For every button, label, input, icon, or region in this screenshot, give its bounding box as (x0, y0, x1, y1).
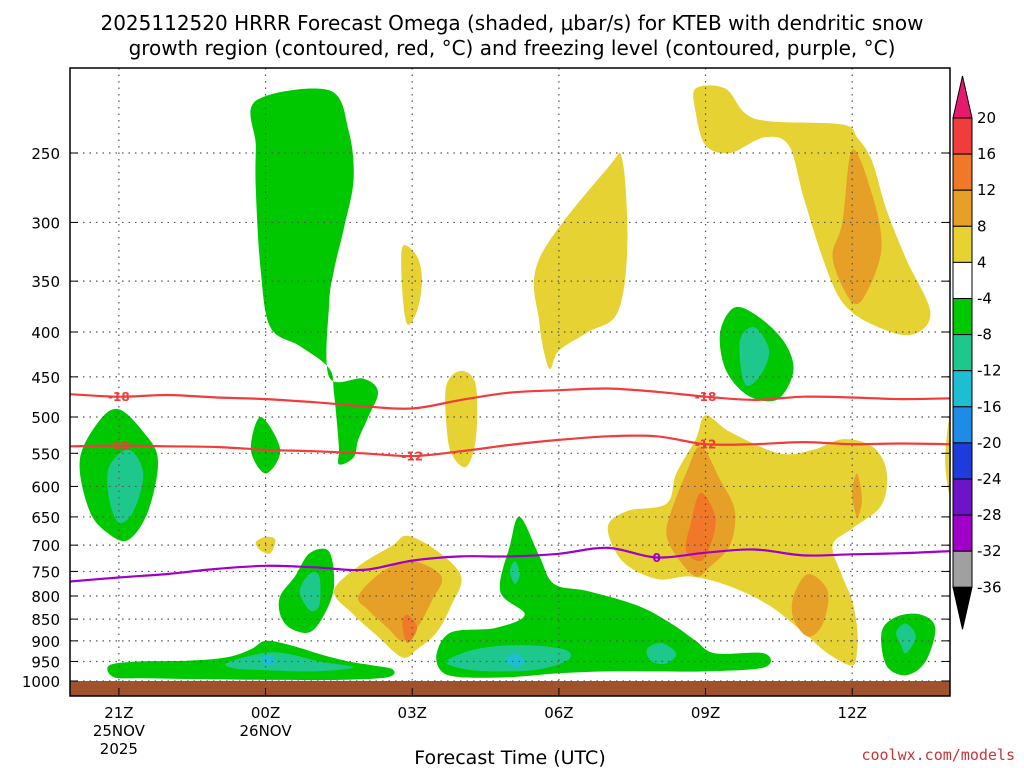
x-axis-label: Forecast Time (UTC) (414, 747, 605, 768)
colorbar-segment-11 (952, 478, 973, 516)
x-tick-label-12Z: 12Z (838, 704, 867, 722)
y-axis-ticks: 250 300 350 400 450 500 550 600 650 700 750 800 850 9… (22, 145, 950, 691)
colorbar-segment-9 (952, 406, 973, 444)
omega-region-12 (945, 416, 951, 494)
y-tick-label-550: 550 (31, 445, 60, 463)
omega-region-3 (445, 370, 478, 468)
colorbar-segment-7 (952, 334, 973, 372)
omega-region-20 (402, 614, 418, 644)
y-tick-label-950: 950 (31, 653, 60, 671)
ground-layer (70, 681, 950, 696)
omega-region-1 (401, 245, 422, 325)
colorbar-label-6: -8 (977, 326, 992, 344)
x-tick-label-09Z: 09Z (691, 704, 720, 722)
omega-region-17 (852, 473, 862, 517)
contour-dgz_minus12 (69, 434, 951, 458)
x-tick-date-21Z: 25NOV (93, 722, 146, 740)
colorbar-label-0: 20 (977, 109, 996, 127)
y-tick-label-650: 650 (31, 509, 60, 527)
colorbar-label-8: -16 (977, 398, 1002, 416)
colorbar-segment-1 (952, 117, 973, 155)
colorbar-segment-10 (952, 442, 973, 480)
omega-region-16 (791, 573, 829, 637)
colorbar: 20 16 12 8 4 -4 -8 -12 -16 -20 -24 -28 -32 -36 (952, 75, 1002, 630)
contour-label-freezing_level-0: 0 (652, 551, 660, 565)
colorbar-top-triangle (952, 75, 973, 119)
colorbar-label-13: -36 (977, 578, 1002, 596)
y-tick-label-350: 350 (31, 273, 60, 291)
colorbar-segment-13 (952, 550, 973, 588)
omega-region-29 (510, 561, 520, 584)
chart-title-line-2: growth region (contoured, red, °C) and f… (129, 36, 896, 60)
colorbar-segment-8 (952, 370, 973, 408)
y-tick-label-800: 800 (31, 588, 60, 606)
contour-label-dgz_minus12-2: -12 (695, 438, 717, 452)
colorbar-segment-12 (952, 514, 973, 552)
y-tick-label-1000: 1000 (22, 673, 60, 691)
y-tick-label-250: 250 (31, 145, 60, 163)
plot-frame (69, 67, 951, 697)
contour-label-dgz_minus18-0: -18 (108, 390, 130, 404)
colorbar-segment-6 (952, 298, 973, 336)
y-tick-label-400: 400 (31, 324, 60, 342)
colorbar-segment-4 (952, 225, 973, 263)
omega-region-30 (505, 653, 525, 668)
omega-region-0 (250, 88, 379, 465)
colorbar-segment-5 (952, 261, 973, 299)
omega-region-22 (299, 572, 321, 612)
omega-region-19 (357, 561, 443, 641)
y-tick-label-500: 500 (31, 409, 60, 427)
colorbar-bottom-triangle (952, 586, 973, 630)
colorbar-label-12: -32 (977, 542, 1002, 560)
colorbar-label-7: -12 (977, 362, 1002, 380)
omega-region-28 (646, 642, 677, 665)
omega-region-32 (896, 623, 916, 654)
colorbar-label-4: 4 (977, 253, 987, 271)
x-tick-label-00Z: 00Z (251, 704, 280, 722)
x-tick-year-21Z: 2025 (100, 740, 138, 758)
omega-region-15 (685, 492, 716, 562)
y-tick-label-300: 300 (31, 214, 60, 232)
x-tick-label-21Z: 21Z (104, 704, 133, 722)
contour-freezing_level (69, 546, 951, 583)
colorbar-segment-2 (952, 153, 973, 191)
colorbar-label-3: 8 (977, 217, 987, 235)
omega-shaded-regions (79, 85, 951, 681)
grid-lines (70, 68, 950, 682)
y-tick-label-700: 700 (31, 537, 60, 555)
x-tick-label-03Z: 03Z (398, 704, 427, 722)
omega-region-9 (107, 449, 144, 524)
y-tick-label-600: 600 (31, 478, 60, 496)
contour-dgz_minus18 (69, 387, 951, 410)
colorbar-label-10: -24 (977, 470, 1002, 488)
chart-title-line-1: 2025112520 HRRR Forecast Omega (shaded, … (100, 11, 923, 35)
omega-region-4 (693, 85, 931, 336)
colorbar-label-1: 16 (977, 145, 996, 163)
colorbar-segment-3 (952, 189, 973, 227)
omega-region-5 (832, 149, 882, 305)
y-tick-label-900: 900 (31, 633, 60, 651)
omega-region-7 (739, 326, 770, 386)
contour-label-dgz_minus12-0: -12 (108, 439, 130, 453)
colorbar-label-2: 12 (977, 181, 996, 199)
y-tick-label-450: 450 (31, 369, 60, 387)
omega-region-24 (225, 652, 354, 672)
x-tick-date-00Z: 26NOV (239, 722, 292, 740)
contour-label-dgz_minus18-1: -18 (695, 390, 717, 404)
y-tick-label-750: 750 (31, 563, 60, 581)
y-tick-label-850: 850 (31, 611, 60, 629)
ground-bar (70, 681, 950, 696)
colorbar-label-11: -28 (977, 506, 1002, 524)
colorbar-label-9: -20 (977, 434, 1002, 452)
omega-region-25 (260, 655, 276, 667)
x-tick-label-06Z: 06Z (544, 704, 573, 722)
contour-lines: -18 -18 -12 -12 -12 0 (69, 387, 951, 583)
credit-text[interactable]: coolwx.com/models (861, 746, 1015, 764)
omega-region-2 (533, 152, 628, 370)
colorbar-label-5: -4 (977, 290, 992, 308)
contour-label-dgz_minus12-1: -12 (401, 450, 423, 464)
